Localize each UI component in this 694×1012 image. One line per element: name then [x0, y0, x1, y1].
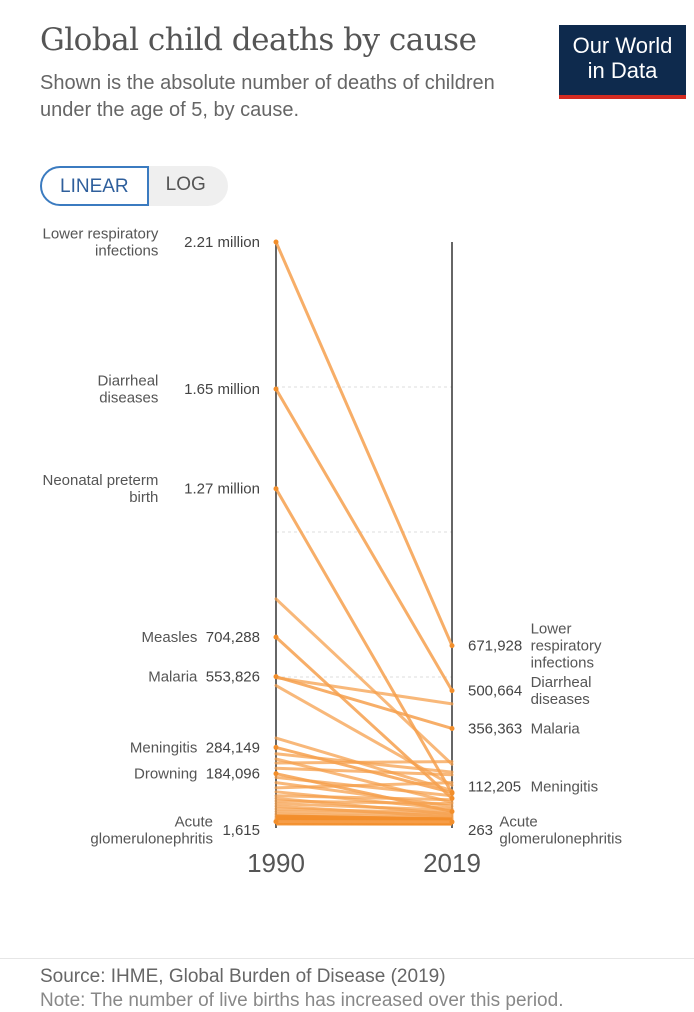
- chart-subtitle: Shown is the absolute number of deaths o…: [40, 70, 510, 124]
- series-line-other-6: [276, 762, 452, 763]
- start-name-lower-respiratory-infections-0: Lower respiratory: [43, 226, 159, 243]
- start-point-malaria: [274, 674, 279, 679]
- start-point-drowning: [274, 771, 279, 776]
- series-line-measles: [276, 637, 452, 798]
- start-name-meningitis-0: Meningitis: [130, 739, 198, 756]
- series-line-neonatal-preterm-birth: [276, 489, 452, 793]
- end-value-diarrheal-diseases: 500,664: [468, 683, 522, 700]
- logo-line-1: Our World: [559, 33, 686, 58]
- end-point-diarrheal-diseases: [450, 688, 455, 693]
- end-value-acute-glomerulonephritis: 263: [468, 822, 493, 839]
- start-name-acute-glomerulonephritis-0: Acute: [175, 814, 213, 831]
- start-point-measles: [274, 635, 279, 640]
- logo-line-2: in Data: [559, 58, 686, 83]
- owid-logo[interactable]: Our World in Data: [559, 25, 686, 99]
- note-text: Note: The number of live births has incr…: [40, 990, 563, 1012]
- end-point-drowning: [450, 809, 455, 814]
- end-name-acute-glomerulonephritis-1: glomerulonephritis: [499, 831, 622, 848]
- linear-scale-button[interactable]: LINEAR: [40, 166, 149, 206]
- x-label-2019: 2019: [423, 848, 481, 878]
- end-name-acute-glomerulonephritis-0: Acute: [499, 814, 537, 831]
- start-name-neonatal-preterm-birth-0: Neonatal preterm: [42, 472, 158, 489]
- end-name-lower-respiratory-infections-0: Lower: [531, 621, 572, 638]
- end-value-meningitis: 112,205: [468, 779, 521, 796]
- start-name-diarrheal-diseases-0: Diarrheal: [98, 372, 159, 389]
- end-name-lower-respiratory-infections-1: respiratory: [531, 638, 602, 655]
- start-value-diarrheal-diseases: 1.65 million: [184, 381, 260, 398]
- start-name-measles-0: Measles: [142, 629, 198, 646]
- end-value-malaria: 356,363: [468, 720, 522, 737]
- start-point-acute-glomerulonephritis: [274, 819, 279, 824]
- start-value-lower-respiratory-infections: 2.21 million: [184, 234, 260, 251]
- start-point-meningitis: [274, 745, 279, 750]
- end-point-acute-glomerulonephritis: [450, 819, 455, 824]
- x-label-1990: 1990: [247, 848, 305, 878]
- end-point-lower-respiratory-infections: [450, 643, 455, 648]
- footer-divider: [0, 958, 694, 959]
- start-name-lower-respiratory-infections-1: infections: [95, 243, 158, 260]
- start-value-drowning: 184,096: [206, 766, 260, 783]
- start-value-malaria: 553,826: [206, 669, 260, 686]
- start-name-drowning-0: Drowning: [134, 766, 197, 783]
- start-value-measles: 704,288: [206, 629, 260, 646]
- end-point-meningitis: [450, 790, 455, 795]
- end-name-meningitis-0: Meningitis: [531, 779, 599, 796]
- end-point-malaria: [450, 726, 455, 731]
- logo-accent-bar: [559, 95, 686, 99]
- series-line-lower-respiratory-infections: [276, 242, 452, 646]
- series-line-diarrheal-diseases: [276, 389, 452, 691]
- start-point-diarrheal-diseases: [274, 386, 279, 391]
- end-point-measles: [450, 796, 455, 801]
- start-point-lower-respiratory-infections: [274, 240, 279, 245]
- end-name-lower-respiratory-infections-2: infections: [531, 655, 594, 672]
- start-point-neonatal-preterm-birth: [274, 486, 279, 491]
- chart-title: Global child deaths by cause: [40, 22, 476, 58]
- series-line-malaria: [276, 677, 452, 729]
- start-name-acute-glomerulonephritis-1: glomerulonephritis: [90, 831, 213, 848]
- start-value-neonatal-preterm-birth: 1.27 million: [184, 481, 260, 498]
- end-name-malaria-0: Malaria: [531, 720, 581, 737]
- start-name-diarrheal-diseases-1: diseases: [99, 389, 158, 406]
- source-text: Source: IHME, Global Burden of Disease (…: [40, 966, 446, 988]
- start-name-malaria-0: Malaria: [148, 669, 198, 686]
- start-name-neonatal-preterm-birth-1: birth: [129, 489, 158, 506]
- end-name-diarrheal-diseases-0: Diarrheal: [531, 674, 592, 691]
- start-value-acute-glomerulonephritis: 1,615: [222, 822, 260, 839]
- end-name-diarrheal-diseases-1: diseases: [531, 691, 590, 708]
- start-value-meningitis: 284,149: [206, 739, 260, 756]
- end-value-lower-respiratory-infections: 671,928: [468, 638, 522, 655]
